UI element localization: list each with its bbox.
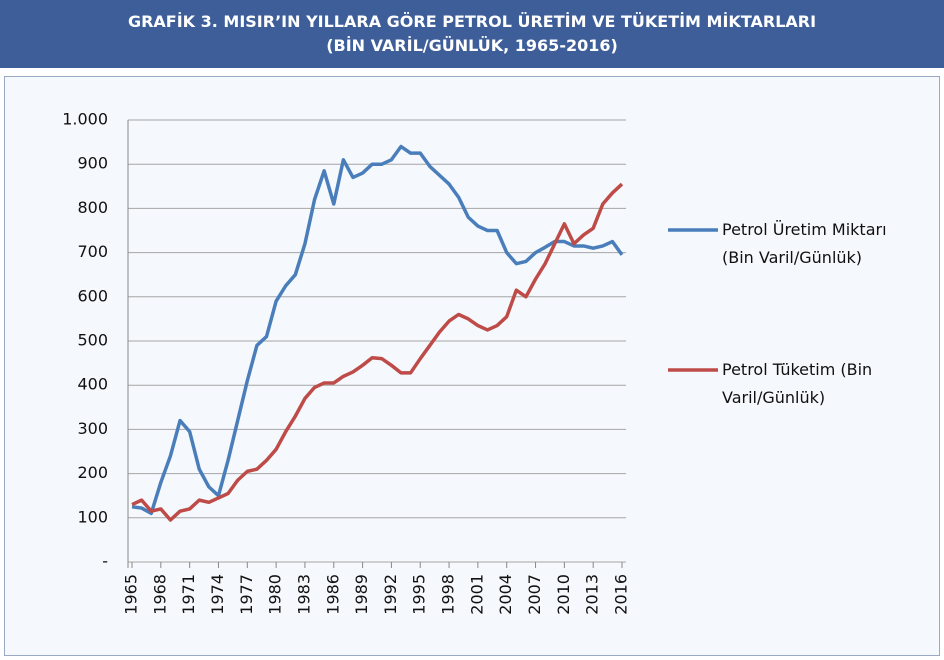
y-tick-label: 400 [77, 375, 108, 394]
x-tick-label: 1974 [208, 574, 227, 615]
x-tick-label: 1998 [439, 574, 458, 615]
x-tick-label: 2007 [525, 574, 544, 615]
series-line [131, 144, 624, 516]
chart-frame [4, 76, 940, 656]
x-tick-label: 1980 [266, 574, 285, 615]
x-tick-label: 1968 [150, 574, 169, 615]
y-tick-label: 500 [77, 331, 108, 350]
x-tick-label: 2010 [554, 574, 573, 615]
x-tick-label: 1986 [323, 574, 342, 615]
x-tick-label: 1995 [410, 574, 429, 615]
y-tick-label: 100 [77, 507, 108, 526]
y-tick-label: 1.000 [62, 110, 108, 129]
x-tick-label: 2013 [583, 574, 602, 615]
chart-title: GRAFİK 3. MISIR’IN YILLARA GÖRE PETROL Ü… [127, 12, 817, 31]
x-tick-label: 1983 [294, 574, 313, 615]
title-banner: GRAFİK 3. MISIR’IN YILLARA GÖRE PETROL Ü… [0, 0, 944, 68]
x-tick-label: 1989 [352, 574, 371, 615]
x-tick-label: 2016 [612, 574, 631, 615]
x-tick-label: 1965 [122, 574, 141, 615]
y-tick-label: 600 [77, 286, 108, 305]
chart-subtitle: (BİN VARİL/GÜNLÜK, 1965-2016) [326, 36, 618, 55]
y-tick-label: 200 [77, 463, 108, 482]
y-tick-label: 300 [77, 419, 108, 438]
y-tick-label: 700 [77, 242, 108, 261]
x-tick-label: 2001 [467, 574, 486, 615]
x-tick-label: 1977 [237, 574, 256, 615]
x-tick-label: 1971 [179, 574, 198, 615]
series-line [131, 182, 624, 522]
legend-label: Petrol Üretim Miktarı (Bin Varil/Günlük) [722, 220, 887, 267]
y-tick-label: 800 [77, 198, 108, 217]
x-tick-label: 1992 [381, 574, 400, 615]
y-tick-label: 900 [77, 154, 108, 173]
x-tick-label: 2004 [496, 574, 515, 615]
legend-label: Petrol Tüketim (Bin Varil/Günlük) [722, 360, 873, 407]
y-tick-label: - [102, 552, 108, 571]
